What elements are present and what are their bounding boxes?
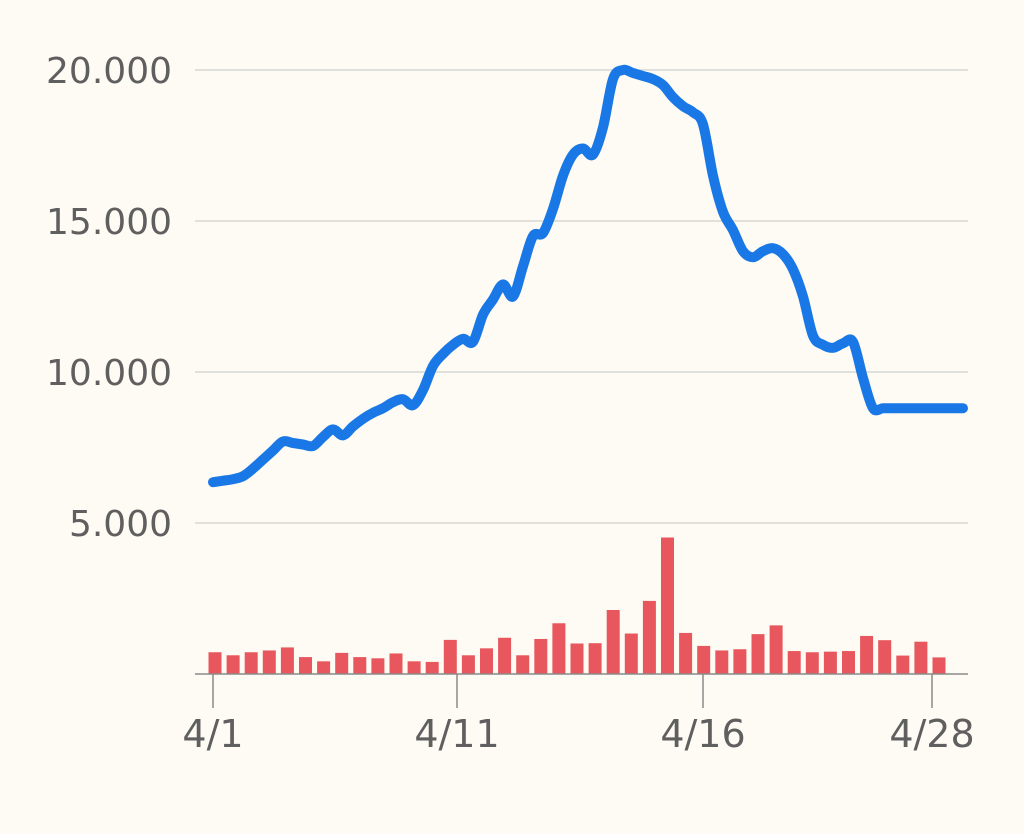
bar bbox=[299, 657, 312, 674]
bar bbox=[878, 640, 892, 674]
bar bbox=[733, 649, 747, 674]
y-tick-label: 5.000 bbox=[69, 504, 172, 545]
bar bbox=[226, 655, 240, 674]
bar bbox=[371, 658, 385, 674]
bar bbox=[751, 634, 765, 674]
bar bbox=[425, 661, 439, 674]
bar bbox=[769, 625, 783, 674]
x-tick-label: 4/28 bbox=[889, 712, 974, 756]
bar bbox=[932, 657, 946, 674]
grid bbox=[195, 69, 968, 524]
bar bbox=[606, 609, 620, 674]
x-tick-label: 4/1 bbox=[182, 712, 243, 756]
bar bbox=[679, 632, 693, 674]
bar bbox=[805, 652, 819, 674]
bar bbox=[642, 600, 656, 674]
bar bbox=[588, 643, 602, 674]
bar-series bbox=[208, 537, 946, 674]
series-line bbox=[208, 64, 968, 488]
bar bbox=[262, 650, 276, 674]
bar bbox=[407, 661, 421, 674]
bar bbox=[208, 652, 222, 674]
bar bbox=[624, 633, 638, 674]
bar bbox=[443, 639, 457, 674]
bar bbox=[715, 650, 729, 674]
bar bbox=[860, 635, 874, 674]
x-tick-label: 4/11 bbox=[414, 712, 499, 756]
bar bbox=[534, 638, 548, 674]
bar bbox=[389, 653, 403, 674]
y-axis-labels: 5.000 10.000 15.000 20.000 bbox=[46, 51, 172, 545]
bar bbox=[842, 651, 855, 674]
bar bbox=[896, 655, 910, 674]
bar bbox=[787, 651, 801, 674]
y-tick-label: 15.000 bbox=[46, 202, 172, 243]
line-series bbox=[208, 64, 968, 488]
bar bbox=[244, 652, 258, 674]
x-tick-label: 4/16 bbox=[660, 712, 745, 756]
bar bbox=[914, 641, 928, 674]
bar bbox=[461, 655, 475, 674]
bar bbox=[480, 648, 493, 674]
bar bbox=[317, 661, 331, 674]
x-axis-labels: 4/1 4/11 4/16 4/28 bbox=[182, 712, 974, 756]
y-tick-label: 20.000 bbox=[46, 51, 172, 92]
bar bbox=[661, 537, 674, 674]
bar bbox=[335, 652, 349, 674]
x-axis bbox=[195, 673, 968, 708]
bar bbox=[498, 637, 512, 674]
y-tick-label: 10.000 bbox=[46, 353, 172, 394]
bar bbox=[552, 623, 566, 674]
bar bbox=[823, 651, 837, 674]
bar bbox=[697, 645, 711, 674]
bar bbox=[353, 657, 367, 674]
bar bbox=[280, 647, 294, 674]
bar bbox=[570, 643, 584, 674]
bar bbox=[516, 655, 530, 674]
